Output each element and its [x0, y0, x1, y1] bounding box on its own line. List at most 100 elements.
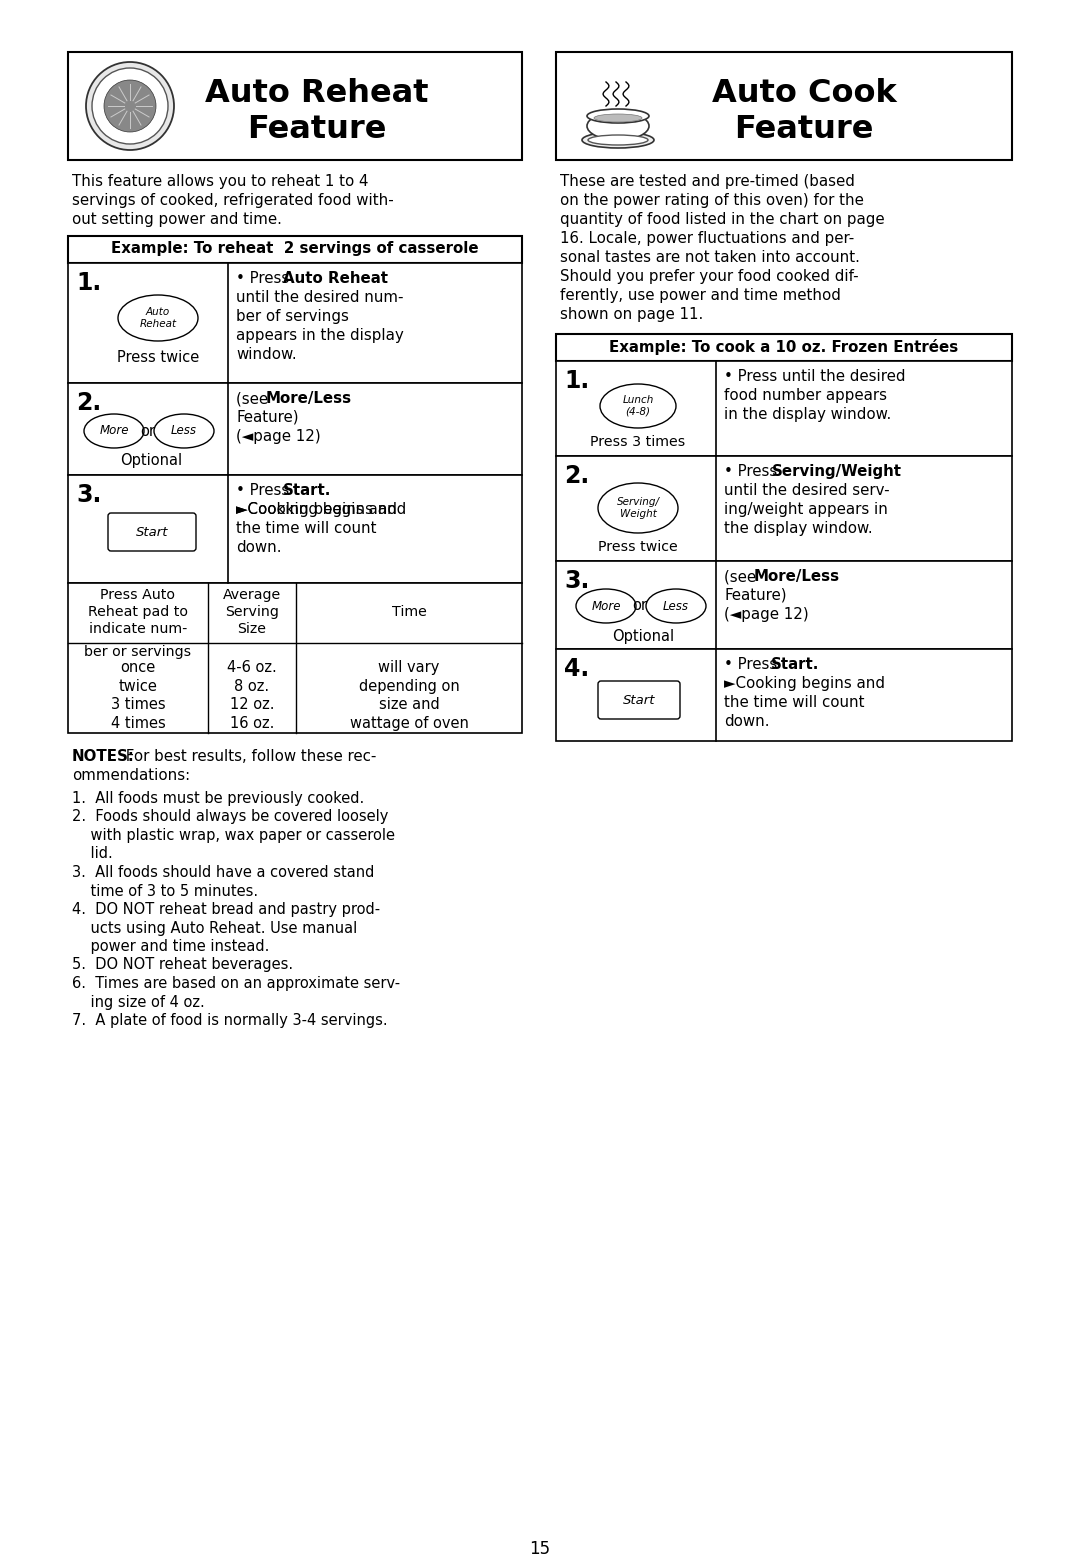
Text: ommendations:: ommendations: — [72, 768, 190, 782]
Text: ►Cooking begins and: ►Cooking begins and — [724, 676, 885, 692]
Text: Serving/
Weight: Serving/ Weight — [617, 498, 660, 520]
Text: 4.  DO NOT reheat bread and pastry prod-: 4. DO NOT reheat bread and pastry prod- — [72, 901, 380, 917]
Text: window.: window. — [237, 347, 297, 362]
Text: Auto Cook: Auto Cook — [712, 78, 896, 110]
Text: These are tested and pre-timed (based: These are tested and pre-timed (based — [561, 174, 855, 189]
Text: • Press: • Press — [237, 271, 294, 286]
Text: • Press: • Press — [724, 463, 782, 479]
Text: More/Less: More/Less — [266, 391, 352, 405]
Text: down.: down. — [724, 714, 769, 729]
Circle shape — [92, 67, 168, 144]
Text: quantity of food listed in the chart on page: quantity of food listed in the chart on … — [561, 211, 885, 227]
Text: time of 3 to 5 minutes.: time of 3 to 5 minutes. — [72, 884, 258, 898]
Text: Start: Start — [136, 526, 168, 538]
Ellipse shape — [154, 415, 214, 448]
Text: 3.: 3. — [564, 570, 590, 593]
Ellipse shape — [588, 110, 649, 124]
Text: (see: (see — [237, 391, 273, 405]
Text: 1.: 1. — [76, 271, 102, 294]
Bar — [68, 236, 522, 263]
Text: 1.: 1. — [564, 369, 590, 393]
Text: 4.: 4. — [564, 657, 590, 681]
Text: Serving/Weight: Serving/Weight — [772, 463, 902, 479]
Text: depending on: depending on — [359, 679, 459, 693]
Text: 3.  All foods should have a covered stand: 3. All foods should have a covered stand — [72, 865, 375, 880]
Text: Example: To cook a 10 oz. Frozen Entrées: Example: To cook a 10 oz. Frozen Entrées — [609, 340, 959, 355]
Bar — [68, 476, 522, 584]
Text: Start.: Start. — [283, 484, 332, 498]
Text: 2.: 2. — [564, 463, 590, 488]
Text: Time: Time — [392, 606, 427, 620]
Text: servings of cooked, refrigerated food with-: servings of cooked, refrigerated food wi… — [72, 192, 394, 208]
Text: or: or — [140, 424, 156, 438]
Text: NOTES:: NOTES: — [72, 750, 135, 764]
Text: ►Coooking begins and: ►Coooking begins and — [237, 502, 406, 516]
Text: once: once — [120, 660, 156, 675]
Text: Press twice: Press twice — [117, 351, 199, 365]
Bar — [556, 649, 1012, 740]
Text: Less: Less — [663, 599, 689, 612]
Text: on the power rating of this oven) for the: on the power rating of this oven) for th… — [561, 192, 864, 208]
Text: This feature allows you to reheat 1 to 4: This feature allows you to reheat 1 to 4 — [72, 174, 368, 189]
Text: until the desired serv-: until the desired serv- — [724, 484, 890, 498]
Text: sonal tastes are not taken into account.: sonal tastes are not taken into account. — [561, 250, 860, 264]
Text: Start: Start — [623, 693, 656, 706]
Ellipse shape — [600, 383, 676, 427]
Text: 6.  Times are based on an approximate serv-: 6. Times are based on an approximate ser… — [72, 977, 400, 991]
Text: the display window.: the display window. — [724, 521, 873, 535]
Text: Press 3 times: Press 3 times — [591, 435, 686, 449]
Ellipse shape — [84, 415, 144, 448]
Text: food number appears: food number appears — [724, 388, 887, 404]
Text: size and: size and — [379, 698, 440, 712]
Text: Press Auto: Press Auto — [100, 588, 175, 603]
Bar — [68, 263, 522, 383]
Text: Feature): Feature) — [724, 588, 786, 603]
Bar — [68, 584, 522, 732]
Text: More/Less: More/Less — [754, 570, 840, 584]
Text: Example: To reheat  2 servings of casserole: Example: To reheat 2 servings of cassero… — [111, 241, 478, 257]
Text: ucts using Auto Reheat. Use manual: ucts using Auto Reheat. Use manual — [72, 920, 357, 936]
Text: the time will count: the time will count — [237, 521, 377, 535]
Text: the time will count: the time will count — [724, 695, 864, 711]
Text: Optional: Optional — [612, 629, 674, 645]
Text: 16 oz.: 16 oz. — [230, 717, 274, 731]
Text: ber of servings: ber of servings — [237, 308, 349, 324]
Text: Optional: Optional — [120, 452, 183, 468]
Text: Start.: Start. — [771, 657, 820, 671]
Text: 2.  Foods should always be covered loosely: 2. Foods should always be covered loosel… — [72, 809, 389, 825]
Text: Press twice: Press twice — [598, 540, 678, 554]
Bar — [556, 362, 1012, 455]
Text: Less: Less — [171, 424, 197, 438]
Text: Average: Average — [222, 588, 281, 603]
Ellipse shape — [594, 114, 642, 122]
Text: will vary: will vary — [378, 660, 440, 675]
Text: shown on page 11.: shown on page 11. — [561, 307, 703, 322]
FancyBboxPatch shape — [598, 681, 680, 718]
Text: 12 oz.: 12 oz. — [230, 698, 274, 712]
Bar — [556, 455, 1012, 560]
Text: twice: twice — [119, 679, 158, 693]
Text: 5.  DO NOT reheat beverages.: 5. DO NOT reheat beverages. — [72, 958, 293, 972]
Text: wattage of oven: wattage of oven — [350, 717, 469, 731]
Text: or: or — [633, 598, 648, 613]
Text: • Press: • Press — [724, 657, 782, 671]
Bar — [556, 333, 1012, 362]
Text: 4-6 oz.: 4-6 oz. — [227, 660, 276, 675]
Circle shape — [86, 63, 174, 150]
Ellipse shape — [588, 113, 649, 139]
Ellipse shape — [646, 588, 706, 623]
Text: power and time instead.: power and time instead. — [72, 939, 269, 955]
Text: Feature: Feature — [247, 114, 387, 146]
Text: Should you prefer your food cooked dif-: Should you prefer your food cooked dif- — [561, 269, 859, 283]
Text: Serving: Serving — [225, 606, 279, 620]
Text: Reheat pad to: Reheat pad to — [87, 606, 188, 620]
Ellipse shape — [576, 588, 636, 623]
Text: 15: 15 — [529, 1540, 551, 1559]
Text: 1.  All foods must be previously cooked.: 1. All foods must be previously cooked. — [72, 790, 364, 806]
Text: appears in the display: appears in the display — [237, 329, 404, 343]
Text: For best results, follow these rec-: For best results, follow these rec- — [121, 750, 376, 764]
Text: lid.: lid. — [72, 847, 112, 861]
Text: 8 oz.: 8 oz. — [234, 679, 270, 693]
Text: Size: Size — [238, 621, 267, 635]
Text: Feature): Feature) — [237, 410, 299, 426]
